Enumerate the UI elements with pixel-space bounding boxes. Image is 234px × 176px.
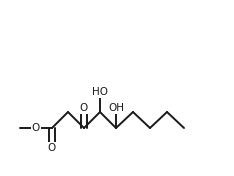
- Text: O: O: [80, 103, 88, 113]
- Text: O: O: [32, 123, 40, 133]
- Text: HO: HO: [92, 87, 108, 97]
- Text: O: O: [48, 143, 56, 153]
- Text: OH: OH: [108, 103, 124, 113]
